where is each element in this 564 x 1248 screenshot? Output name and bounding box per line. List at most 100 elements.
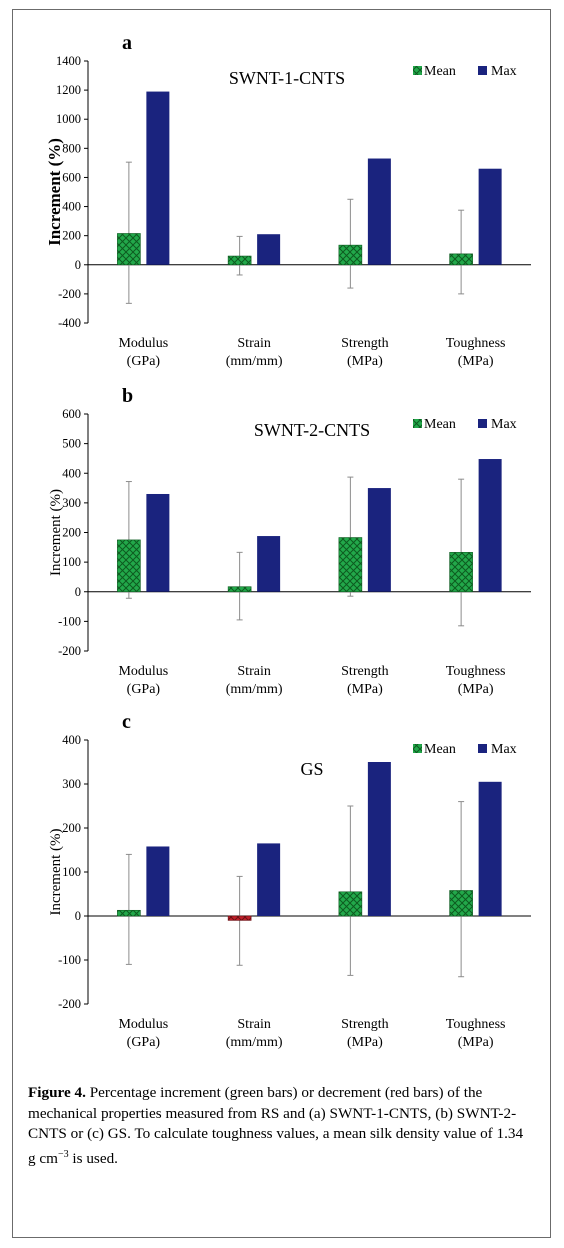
- category-unit: (GPa): [127, 1035, 161, 1050]
- mean-bar: [449, 552, 473, 593]
- category-unit: (mm/mm): [226, 354, 283, 369]
- legend-label-mean: Mean: [424, 64, 456, 79]
- mean-bar: [227, 915, 252, 921]
- max-bar: [146, 846, 170, 916]
- y-tick-label: -400: [58, 316, 81, 330]
- mean-bar: [117, 233, 141, 266]
- mean-bar: [449, 253, 473, 266]
- y-axis-label: Increment (%): [48, 489, 64, 576]
- mean-bar: [117, 539, 141, 593]
- caption-superscript: −3: [57, 1148, 69, 1160]
- max-bar: [367, 762, 391, 916]
- y-tick-label: 400: [62, 466, 81, 480]
- y-tick-label: 1400: [56, 54, 81, 68]
- category-unit: (GPa): [127, 682, 161, 697]
- y-tick-label: 0: [75, 258, 81, 272]
- mean-bar: [338, 537, 363, 593]
- category-label: Toughness: [446, 664, 506, 679]
- category-label: Modulus: [118, 664, 168, 679]
- legend-label-mean: Mean: [424, 742, 456, 757]
- y-tick-label: -100: [58, 614, 81, 628]
- legend-label-mean: Mean: [424, 417, 456, 432]
- y-tick-label: 0: [75, 585, 81, 599]
- category-unit: (mm/mm): [226, 1035, 283, 1050]
- mean-bar: [227, 255, 252, 266]
- legend-label-max: Max: [491, 417, 517, 432]
- max-bar: [367, 488, 391, 592]
- category-unit: (MPa): [347, 682, 383, 697]
- max-bar: [257, 843, 281, 916]
- max-bar: [146, 91, 170, 265]
- mean-bar: [227, 586, 252, 593]
- legend: Mean Max: [413, 64, 517, 79]
- y-tick-label: -200: [58, 287, 81, 301]
- caption-text: Percentage increment (green bars) or dec…: [28, 1084, 524, 1167]
- y-tick-label: -200: [58, 644, 81, 658]
- panel-label: a: [122, 32, 132, 54]
- category-unit: (MPa): [458, 354, 494, 369]
- y-tick-label: 300: [62, 496, 81, 510]
- chart-panel-b: b SWNT-2-CNTS -200 -100 0 100 200 300 400 500 600 I…: [48, 385, 531, 697]
- y-tick-label: 100: [62, 865, 81, 879]
- y-tick-label: 1200: [56, 83, 81, 97]
- max-bar: [367, 158, 391, 265]
- y-tick-label: 200: [62, 821, 81, 835]
- legend-label-max: Max: [491, 742, 517, 757]
- y-tick-label: 1000: [56, 112, 81, 126]
- y-tick-label: 600: [62, 407, 81, 421]
- category-unit: (MPa): [458, 1035, 494, 1050]
- legend-swatch-max: [478, 744, 487, 753]
- category-label: Strain: [237, 336, 270, 351]
- legend-label-max: Max: [491, 64, 517, 79]
- max-bar: [257, 234, 281, 265]
- mean-bar: [117, 909, 141, 917]
- y-tick-label: 300: [62, 777, 81, 791]
- legend: Mean Max: [413, 742, 517, 757]
- y-tick-label: -100: [58, 953, 81, 967]
- charts-canvas: aSWNT-1-CNTS-400-20002004006008001000120…: [45, 32, 531, 1050]
- chart-title: SWNT-2-CNTS: [254, 420, 370, 440]
- y-tick-label: 100: [62, 555, 81, 569]
- y-tick-label: 800: [62, 141, 81, 155]
- y-tick-label: 600: [62, 170, 81, 184]
- panel-label: b: [122, 385, 133, 407]
- category-unit: (MPa): [347, 354, 383, 369]
- category-label: Modulus: [118, 336, 168, 351]
- category-label: Strength: [341, 664, 388, 679]
- max-bar: [478, 781, 502, 916]
- legend-swatch-max: [478, 419, 487, 428]
- y-tick-label: 400: [62, 200, 81, 214]
- y-tick-label: 200: [62, 229, 81, 243]
- panel-label: c: [122, 711, 131, 733]
- category-unit: (mm/mm): [226, 682, 283, 697]
- legend: Mean Max: [413, 417, 517, 432]
- category-label: Toughness: [446, 336, 506, 351]
- chart-panel-c: c GS -200 -100 0 100 200 300 400 Increment (%) Mod…: [48, 711, 531, 1050]
- legend-swatch-max: [478, 66, 487, 75]
- caption-text-end: is used.: [68, 1149, 118, 1167]
- chart-panel-a: a SWNT-1-CNTS -400 -200 0 200 400 600 800 1000 120…: [45, 32, 531, 369]
- y-tick-label: 200: [62, 526, 81, 540]
- chart-title: SWNT-1-CNTS: [229, 68, 345, 88]
- y-tick-label: 400: [62, 733, 81, 747]
- category-label: Strain: [237, 1017, 270, 1032]
- category-unit: (GPa): [127, 354, 161, 369]
- mean-bar: [338, 244, 363, 266]
- category-unit: (MPa): [458, 682, 494, 697]
- mean-bar: [338, 891, 363, 917]
- figure-caption: Figure 4. Percentage increment (green ba…: [28, 1083, 528, 1169]
- figure-frame: [12, 9, 551, 1238]
- category-label: Strength: [341, 336, 388, 351]
- y-tick-label: 0: [75, 909, 81, 923]
- max-bar: [478, 459, 502, 592]
- y-tick-label: 500: [62, 437, 81, 451]
- category-label: Toughness: [446, 1017, 506, 1032]
- caption-label: Figure 4.: [28, 1084, 86, 1101]
- y-tick-label: -200: [58, 997, 81, 1011]
- legend-swatch-mean: [413, 419, 422, 428]
- legend-swatch-mean: [413, 744, 422, 753]
- max-bar: [146, 493, 170, 592]
- legend-swatch-mean: [413, 66, 422, 75]
- category-unit: (MPa): [347, 1035, 383, 1050]
- category-label: Strength: [341, 1017, 388, 1032]
